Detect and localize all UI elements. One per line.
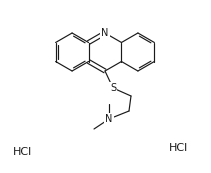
Text: N: N [101,28,109,38]
Text: S: S [110,83,116,93]
Text: N: N [105,114,113,124]
Text: HCl: HCl [12,147,32,157]
Text: HCl: HCl [168,143,188,153]
